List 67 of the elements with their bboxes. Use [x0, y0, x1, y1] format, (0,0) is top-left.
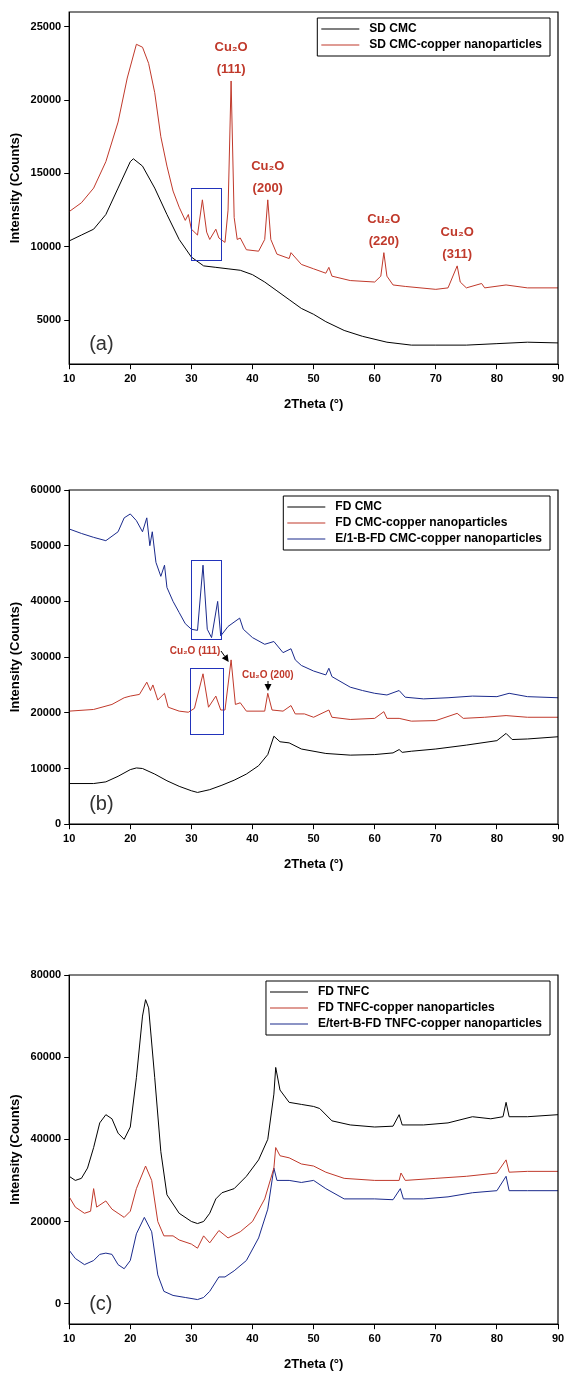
x-tick-label: 10 — [63, 1331, 76, 1344]
x-tick-label: 80 — [490, 371, 504, 384]
annotation: (a) — [89, 331, 114, 354]
annotation: Cu₂O (200) — [251, 157, 285, 195]
legend-label: SD CMC-copper nanoparticles — [369, 37, 543, 52]
x-tick-label: 90 — [551, 1331, 565, 1344]
x-tick-label: 30 — [185, 1331, 198, 1344]
y-axis-title: Intensity (Counts) — [7, 1094, 23, 1205]
y-tick-label: 20000 — [30, 705, 62, 718]
x-tick-label: 90 — [551, 831, 565, 844]
y-tick-label: 40000 — [30, 1132, 62, 1145]
y-tick-label: 20000 — [30, 93, 62, 106]
x-tick-label: 10 — [63, 371, 76, 384]
x-tick-label: 70 — [429, 1331, 442, 1344]
x-tick-label: 80 — [490, 1331, 504, 1344]
y-tick-label: 0 — [55, 1296, 62, 1309]
x-tick-label: 40 — [246, 831, 259, 844]
annotation: Cu₂O (311) — [440, 223, 474, 261]
x-tick-label: 70 — [429, 371, 442, 384]
x-axis-title: 2Theta (°) — [283, 395, 344, 411]
y-axis-title: Intensity (Counts) — [7, 132, 23, 244]
x-tick-label: 40 — [246, 371, 259, 384]
legend-label: FD TNFC — [317, 984, 370, 999]
x-tick-label: 60 — [368, 831, 381, 844]
y-tick-label: 20000 — [30, 1214, 62, 1227]
y-tick-label: 50000 — [30, 538, 62, 551]
x-tick-label: 30 — [185, 831, 198, 844]
legend-label: E/tert-B-FD TNFC-copper nanoparticles — [317, 1016, 543, 1031]
y-tick-label: 40000 — [30, 594, 62, 607]
y-tick-label: 5000 — [36, 313, 62, 326]
legend-label: E/1-B-FD CMC-copper nanoparticles — [335, 531, 543, 546]
y-tick-label: 80000 — [30, 968, 62, 981]
annotation: (c) — [89, 1291, 113, 1314]
x-tick-label: 80 — [490, 831, 504, 844]
x-tick-label: 50 — [307, 1331, 320, 1344]
y-tick-label: 30000 — [30, 650, 62, 663]
x-tick-label: 90 — [551, 371, 565, 384]
x-tick-label: 20 — [124, 1331, 137, 1344]
x-tick-label: 70 — [429, 831, 442, 844]
legend-label: SD CMC — [369, 21, 417, 36]
annotation: Cu₂O (200) — [241, 669, 294, 681]
x-tick-label: 60 — [368, 371, 381, 384]
y-axis-title: Intensity (Counts) — [7, 601, 23, 713]
y-tick-label: 0 — [55, 817, 62, 830]
x-tick-label: 60 — [368, 1331, 381, 1344]
y-tick-label: 60000 — [30, 1050, 62, 1063]
x-tick-label: 50 — [307, 831, 320, 844]
y-tick-label: 25000 — [30, 19, 62, 32]
annotation: Cu₂O (220) — [367, 210, 401, 248]
x-tick-label: 20 — [124, 371, 137, 384]
legend-label: FD TNFC-copper nanoparticles — [317, 1000, 495, 1015]
x-axis-title: 2Theta (°) — [283, 1355, 344, 1371]
annotation: Cu₂O (111) — [214, 38, 248, 76]
x-tick-label: 50 — [307, 371, 320, 384]
legend-label: FD CMC-copper nanoparticles — [335, 515, 508, 530]
x-tick-label: 30 — [185, 371, 198, 384]
x-tick-label: 20 — [124, 831, 137, 844]
x-axis-title: 2Theta (°) — [283, 855, 344, 871]
y-tick-label: 10000 — [30, 239, 62, 252]
y-tick-label: 10000 — [30, 761, 62, 774]
annotation: (b) — [89, 791, 114, 814]
annotation: Cu₂O (111) — [169, 644, 221, 656]
x-tick-label: 40 — [246, 1331, 259, 1344]
x-tick-label: 10 — [63, 831, 76, 844]
y-tick-label: 15000 — [30, 166, 62, 179]
y-tick-label: 60000 — [30, 483, 62, 496]
legend-label: FD CMC — [335, 499, 383, 514]
